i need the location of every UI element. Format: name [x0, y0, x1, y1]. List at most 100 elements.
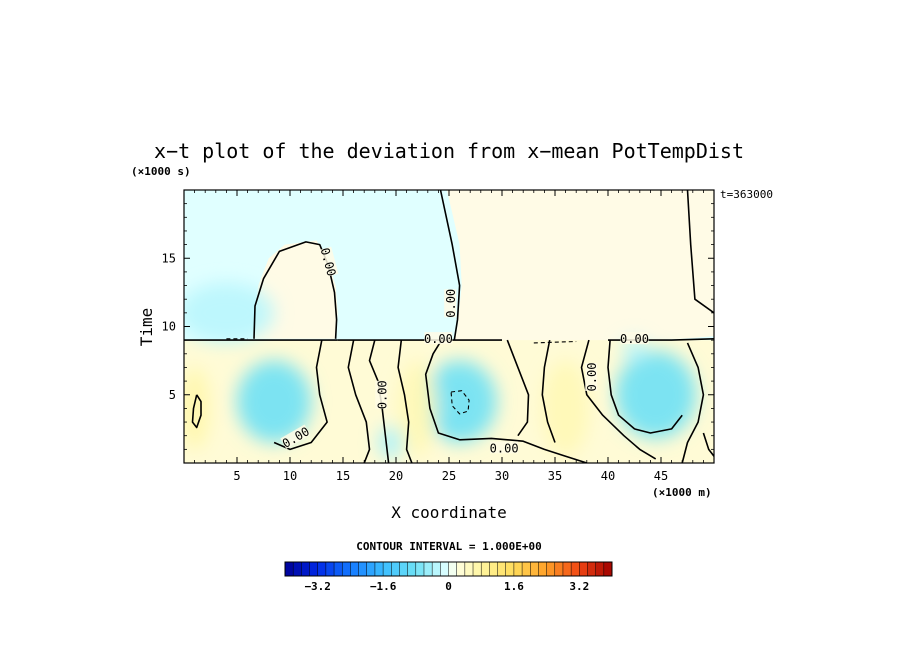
colorbar-swatch — [456, 562, 466, 576]
colorbar-tick-label: −1.6 — [370, 580, 397, 593]
colorbar-swatch — [513, 562, 523, 576]
contour-bottom-right — [702, 432, 714, 457]
colorbar-swatch — [440, 562, 449, 576]
colorbar — [284, 561, 613, 577]
colorbar-swatch — [489, 562, 498, 576]
anomaly-spot-layer — [184, 282, 696, 459]
contour-label-bg — [424, 332, 453, 345]
contour-label-group: 0.00 — [444, 289, 458, 318]
x-tick-layer: 5 10 15 20 25 30 35 40 45 — [194, 190, 704, 483]
y-tick-layer: 5 10 15 — [162, 203, 714, 450]
colorbar-swatch — [603, 562, 613, 576]
x-tick-label: 10 — [283, 469, 297, 483]
colorbar-swatch — [595, 562, 605, 576]
x-axis-label: X coordinate — [391, 503, 507, 522]
colorbar-swatch — [325, 562, 335, 576]
colorbar-swatch — [415, 562, 425, 576]
colorbar-swatch — [350, 562, 359, 576]
colorbar-swatch — [546, 562, 555, 576]
colorbar-swatch — [473, 562, 482, 576]
contour-column-2 — [347, 339, 371, 463]
spot-warm-right-column — [542, 360, 589, 457]
contour-column-10 — [681, 342, 705, 463]
contour-column-6 — [506, 339, 530, 437]
colorbar-swatch — [587, 562, 596, 576]
colorbar-swatch — [407, 562, 417, 576]
y-axis-label: Time — [137, 308, 156, 347]
colorbar-swatch — [505, 562, 515, 576]
colorbar-swatch — [481, 562, 490, 576]
spot-cold-spot-lower — [377, 426, 404, 459]
y-tick-label: 5 — [169, 388, 176, 402]
colorbar-swatch — [538, 562, 547, 576]
colorbar-swatch — [399, 562, 408, 576]
spot-cold-band-upper — [184, 282, 275, 343]
colorbar-swatch — [301, 562, 310, 576]
contour-zero-bubble — [253, 241, 338, 339]
contour-zero-upper-right — [686, 190, 714, 314]
contour-label-bg — [280, 424, 311, 449]
colorbar-swatch — [497, 562, 506, 576]
colorbar-swatch — [391, 562, 400, 576]
y-axis-unit: (×1000 s) — [131, 165, 191, 178]
fill-region-positive-bubble — [252, 240, 338, 339]
contour-interval-label: CONTOUR INTERVAL = 1.000E+00 — [356, 540, 541, 553]
colorbar-swatch — [562, 562, 572, 576]
colorbar-swatch — [317, 562, 327, 576]
colorbar-swatch — [374, 562, 384, 576]
colorbar-swatch — [522, 562, 531, 576]
spot-cold-spot-right-upper — [621, 338, 648, 361]
colorbar-swatch — [554, 562, 564, 576]
contour-label-bg — [444, 289, 457, 318]
contour-label-group: 0.00 — [585, 363, 599, 392]
contour-dashed-fragment-right — [533, 340, 577, 344]
contour-label: 0.00 — [585, 363, 599, 392]
contour-label-layer: 0.000.000.00 0.000.000.000.00 0.00 — [280, 246, 649, 455]
contour-column-9 — [607, 340, 683, 434]
y-tick-label: 10 — [162, 320, 176, 334]
x-tick-label: 45 — [654, 469, 668, 483]
contour-label-bg — [375, 380, 388, 409]
x-tick-label: 40 — [601, 469, 615, 483]
x-tick-label: 20 — [389, 469, 403, 483]
contour-label-bg — [490, 441, 519, 454]
chart-title: x−t plot of the deviation from x−mean Po… — [154, 139, 744, 163]
contour-label: 0.00 — [620, 332, 649, 346]
contour-label-bg — [319, 246, 339, 277]
contour-loop-mid-dashed — [450, 390, 470, 415]
x-tick-label: 5 — [233, 469, 240, 483]
spot-cold-core-mid — [422, 360, 497, 443]
colorbar-swatch — [579, 562, 588, 576]
fill-region-positive-upper-right — [427, 190, 714, 342]
colorbar-swatch — [366, 562, 376, 576]
contour-column-7 — [541, 339, 556, 443]
contour-label-group: 0.00 — [375, 380, 389, 409]
y-tick-label: 15 — [162, 251, 176, 265]
contour-label-group: 0.00 — [490, 441, 519, 455]
contour-column-5 — [424, 339, 588, 463]
contour-label-bg — [620, 332, 649, 345]
x-axis-unit: (×1000 m) — [652, 486, 712, 499]
contour-line-layer — [184, 190, 714, 463]
colorbar-swatch — [530, 562, 539, 576]
contour-label-group: 0.00 — [424, 332, 453, 346]
contour-label: 0.00 — [375, 380, 389, 409]
colorbar-ticks: −3.2 −1.6 0 1.6 3.2 — [304, 580, 589, 593]
colorbar-swatch — [334, 562, 343, 576]
colorbar-swatch — [423, 562, 433, 576]
contour-label: 0.00 — [424, 332, 453, 346]
colorbar-swatch — [293, 562, 302, 576]
contour-label: 0.00 — [444, 289, 458, 318]
colorbar-tick-label: 3.2 — [569, 580, 589, 593]
x-tick-label: 15 — [336, 469, 350, 483]
x-tick-label: 30 — [495, 469, 509, 483]
colorbar-frame — [284, 561, 613, 577]
spot-warm-left-edge — [184, 367, 210, 450]
spot-cold-core-right — [615, 351, 696, 439]
contour-column-4 — [397, 340, 413, 463]
colorbar-swatch — [432, 562, 441, 576]
contour-label: 0.00 — [490, 441, 519, 455]
colorbar-swatch — [464, 562, 474, 576]
colorbar-swatch — [358, 562, 367, 576]
contour-column-1 — [273, 339, 328, 451]
